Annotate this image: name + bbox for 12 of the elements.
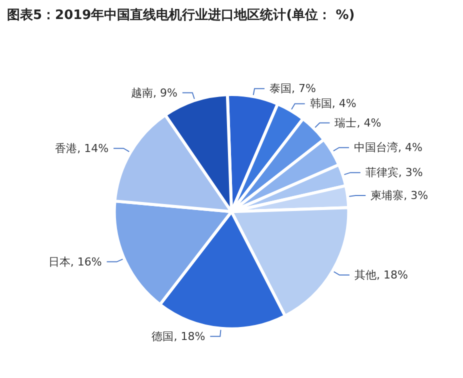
chart-title: 图表5：2019年中国直线电机行业进口地区统计(单位： %): [7, 7, 355, 23]
slice-label: 瑞士, 4%: [334, 116, 382, 130]
slice-label: 越南, 9%: [130, 86, 178, 100]
slice-label: 泰国, 7%: [270, 82, 316, 96]
slice-label: 日本, 16%: [48, 255, 102, 268]
slice-label: 德国, 18%: [152, 330, 206, 343]
slice-label: 其他, 18%: [354, 268, 408, 282]
slice-label: 香港, 14%: [55, 142, 109, 155]
slice-label: 柬埔寨, 3%: [370, 189, 428, 202]
slice-label: 韩国, 4%: [310, 97, 356, 110]
slice-label: 中国台湾, 4%: [354, 141, 422, 154]
slice-label: 菲律宾, 3%: [365, 166, 423, 180]
